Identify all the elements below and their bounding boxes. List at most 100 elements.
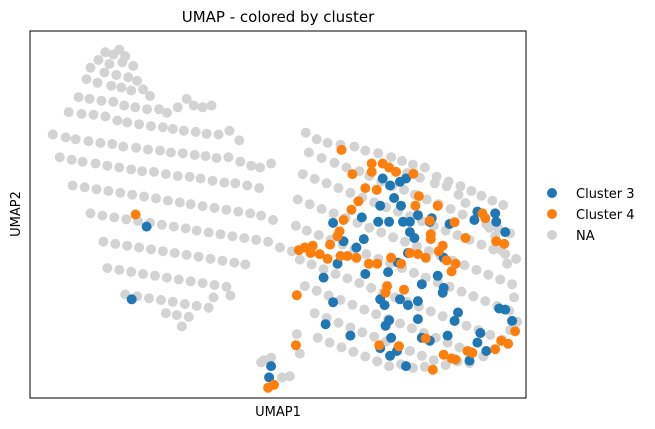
point-cluster-3: [141, 221, 152, 232]
point-na: [211, 153, 222, 163]
point-na: [191, 300, 202, 311]
point-na: [213, 129, 224, 140]
point-na: [114, 162, 125, 173]
point-na: [176, 321, 187, 332]
point-cluster-3: [412, 210, 423, 221]
point-na: [225, 290, 236, 301]
point-cluster-4: [410, 200, 421, 211]
point-na: [115, 187, 126, 198]
point-na: [70, 134, 81, 145]
point-cluster-3: [491, 216, 502, 227]
point-cluster-3: [395, 294, 405, 305]
point-cluster-3: [472, 337, 483, 348]
point-na: [157, 122, 168, 133]
point-na: [266, 158, 277, 169]
point-na: [309, 173, 320, 184]
legend-label-na: NA: [576, 229, 595, 244]
point-cluster-3: [332, 258, 343, 269]
point-na: [183, 311, 194, 322]
point-cluster-3: [404, 227, 415, 238]
point-cluster-4: [290, 340, 301, 351]
point-na: [112, 115, 123, 126]
point-na: [333, 317, 344, 328]
point-na: [224, 125, 235, 136]
point-na: [205, 253, 216, 264]
point-na: [102, 160, 113, 171]
point-na: [168, 221, 179, 232]
point-na: [266, 352, 277, 363]
point-na: [138, 269, 149, 279]
point-na: [100, 111, 111, 122]
point-na: [294, 254, 305, 265]
point-na: [341, 162, 352, 173]
point-na: [151, 193, 161, 204]
point-na: [227, 231, 238, 242]
point-na: [126, 266, 137, 277]
point-cluster-4: [130, 209, 141, 220]
point-na: [342, 273, 353, 284]
point-na: [459, 260, 470, 271]
point-na: [360, 145, 371, 156]
point-cluster-3: [404, 216, 415, 227]
point-na: [96, 95, 107, 106]
point-cluster-4: [366, 166, 377, 177]
point-na: [109, 212, 120, 223]
point-na: [290, 220, 301, 231]
point-na: [495, 274, 506, 285]
point-cluster-3: [360, 269, 371, 279]
point-na: [191, 225, 202, 236]
point-na: [254, 183, 265, 194]
point-cluster-3: [328, 297, 339, 308]
legend-marker-cluster-3: [547, 188, 557, 198]
point-na: [188, 100, 199, 111]
point-na: [511, 253, 522, 264]
point-na: [509, 292, 520, 303]
point-cluster-3: [412, 296, 423, 307]
point-na: [246, 160, 257, 171]
point-cluster-4: [394, 341, 404, 352]
point-na: [359, 304, 370, 315]
point-na: [123, 72, 134, 83]
point-na: [119, 100, 130, 111]
point-cluster-4: [269, 379, 279, 390]
point-na: [146, 244, 156, 255]
point-na: [197, 278, 208, 289]
point-cluster-4: [446, 266, 457, 277]
point-na: [299, 281, 310, 292]
point-na: [197, 201, 208, 212]
point-cluster-4: [322, 253, 333, 264]
point-cluster-4: [424, 215, 435, 226]
point-na: [223, 152, 234, 163]
point-na: [174, 197, 185, 208]
x-axis-label: UMAP1: [255, 405, 301, 420]
point-na: [155, 295, 166, 305]
point-na: [371, 309, 382, 320]
point-cluster-3: [328, 217, 339, 228]
point-na: [428, 355, 439, 366]
point-na: [172, 171, 183, 181]
point-na: [239, 233, 250, 243]
point-na: [366, 282, 377, 293]
point-na: [60, 132, 71, 143]
point-na: [399, 184, 409, 195]
point-na: [454, 342, 465, 353]
point-cluster-3: [481, 346, 492, 356]
point-na: [134, 119, 145, 130]
point-na: [292, 194, 303, 205]
point-cluster-4: [386, 252, 397, 263]
point-na: [197, 102, 208, 113]
point-na: [122, 240, 133, 251]
point-cluster-3: [500, 227, 511, 238]
point-na: [275, 242, 285, 253]
point-cluster-4: [391, 166, 401, 177]
point-na: [234, 135, 245, 146]
point-na: [203, 302, 214, 313]
point-na: [122, 117, 133, 128]
point-cluster-3: [490, 208, 501, 219]
point-na: [98, 236, 109, 247]
point-cluster-4: [347, 169, 358, 180]
point-na: [201, 128, 212, 139]
point-na: [157, 246, 168, 257]
point-cluster-4: [425, 229, 436, 240]
point-na: [73, 92, 84, 103]
